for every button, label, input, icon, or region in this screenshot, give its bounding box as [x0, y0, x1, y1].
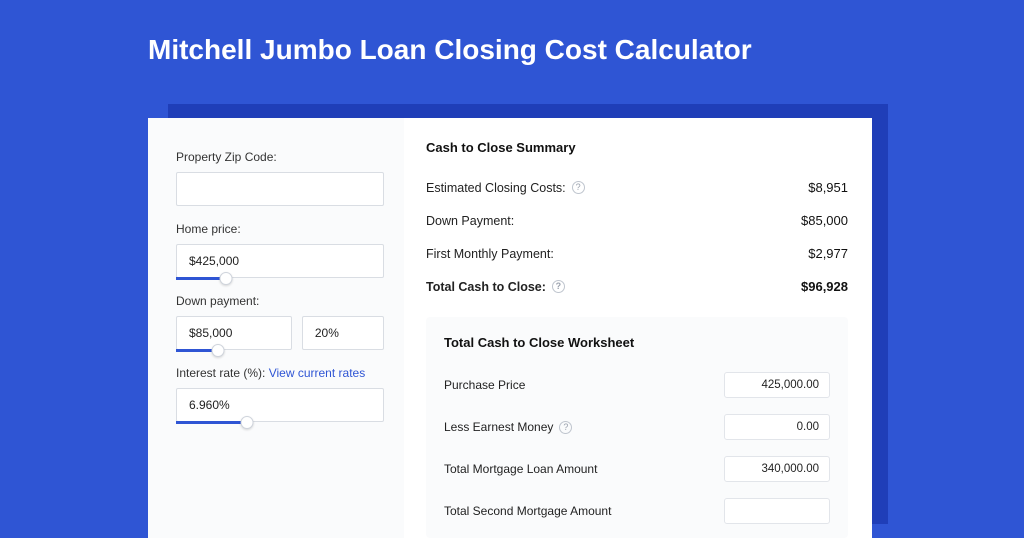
home-price-label: Home price: [176, 222, 384, 236]
view-rates-link[interactable]: View current rates [269, 366, 366, 380]
home-price-slider-thumb[interactable] [219, 272, 232, 285]
down-payment-label: Down payment: [176, 294, 384, 308]
calculator-card: Property Zip Code: Home price: Down paym… [148, 118, 872, 538]
home-price-slider-wrap [176, 244, 384, 278]
help-icon[interactable]: ? [559, 421, 572, 434]
summary-label-total: Total Cash to Close: [426, 280, 546, 294]
zip-group: Property Zip Code: [176, 150, 384, 206]
ws-label-earnest-money: Less Earnest Money [444, 420, 553, 434]
ws-label-mortgage-amount: Total Mortgage Loan Amount [444, 462, 597, 476]
summary-label-closing-costs: Estimated Closing Costs: [426, 181, 566, 195]
summary-label-first-payment: First Monthly Payment: [426, 247, 554, 261]
interest-rate-slider-thumb[interactable] [240, 416, 253, 429]
worksheet-panel: Total Cash to Close Worksheet Purchase P… [426, 317, 848, 538]
interest-rate-input[interactable] [176, 388, 384, 422]
summary-label-down-payment: Down Payment: [426, 214, 514, 228]
ws-row-mortgage-amount: Total Mortgage Loan Amount [444, 448, 830, 490]
ws-label-purchase-price: Purchase Price [444, 378, 525, 392]
page-title: Mitchell Jumbo Loan Closing Cost Calcula… [0, 0, 1024, 66]
summary-title: Cash to Close Summary [426, 140, 848, 155]
ws-input-second-mortgage[interactable] [724, 498, 830, 524]
summary-row-closing-costs: Estimated Closing Costs: ? $8,951 [426, 171, 848, 204]
ws-row-second-mortgage: Total Second Mortgage Amount [444, 490, 830, 532]
down-payment-slider-wrap [176, 316, 384, 350]
home-price-slider-track[interactable] [176, 277, 226, 280]
help-icon[interactable]: ? [572, 181, 585, 194]
help-icon[interactable]: ? [552, 280, 565, 293]
interest-rate-label-row: Interest rate (%): View current rates [176, 366, 384, 380]
results-panel: Cash to Close Summary Estimated Closing … [404, 118, 872, 538]
ws-label-second-mortgage: Total Second Mortgage Amount [444, 504, 611, 518]
summary-value-down-payment: $85,000 [801, 213, 848, 228]
home-price-group: Home price: [176, 222, 384, 278]
zip-input[interactable] [176, 172, 384, 206]
interest-rate-label: Interest rate (%): [176, 366, 265, 380]
ws-row-purchase-price: Purchase Price [444, 364, 830, 406]
ws-input-purchase-price[interactable] [724, 372, 830, 398]
down-payment-group: Down payment: [176, 294, 384, 350]
summary-value-first-payment: $2,977 [808, 246, 848, 261]
worksheet-title: Total Cash to Close Worksheet [444, 335, 830, 350]
interest-rate-slider-track[interactable] [176, 421, 247, 424]
interest-rate-group: Interest rate (%): View current rates [176, 366, 384, 422]
down-payment-slider-thumb[interactable] [211, 344, 224, 357]
ws-row-earnest-money: Less Earnest Money ? [444, 406, 830, 448]
down-payment-amount-input[interactable] [176, 316, 292, 350]
summary-row-down-payment: Down Payment: $85,000 [426, 204, 848, 237]
input-panel: Property Zip Code: Home price: Down paym… [148, 118, 404, 538]
summary-row-total: Total Cash to Close: ? $96,928 [426, 270, 848, 303]
zip-label: Property Zip Code: [176, 150, 384, 164]
summary-value-closing-costs: $8,951 [808, 180, 848, 195]
summary-value-total: $96,928 [801, 279, 848, 294]
summary-row-first-payment: First Monthly Payment: $2,977 [426, 237, 848, 270]
interest-rate-slider-wrap [176, 388, 384, 422]
ws-input-mortgage-amount[interactable] [724, 456, 830, 482]
home-price-input[interactable] [176, 244, 384, 278]
ws-input-earnest-money[interactable] [724, 414, 830, 440]
down-payment-pct-input[interactable] [302, 316, 384, 350]
